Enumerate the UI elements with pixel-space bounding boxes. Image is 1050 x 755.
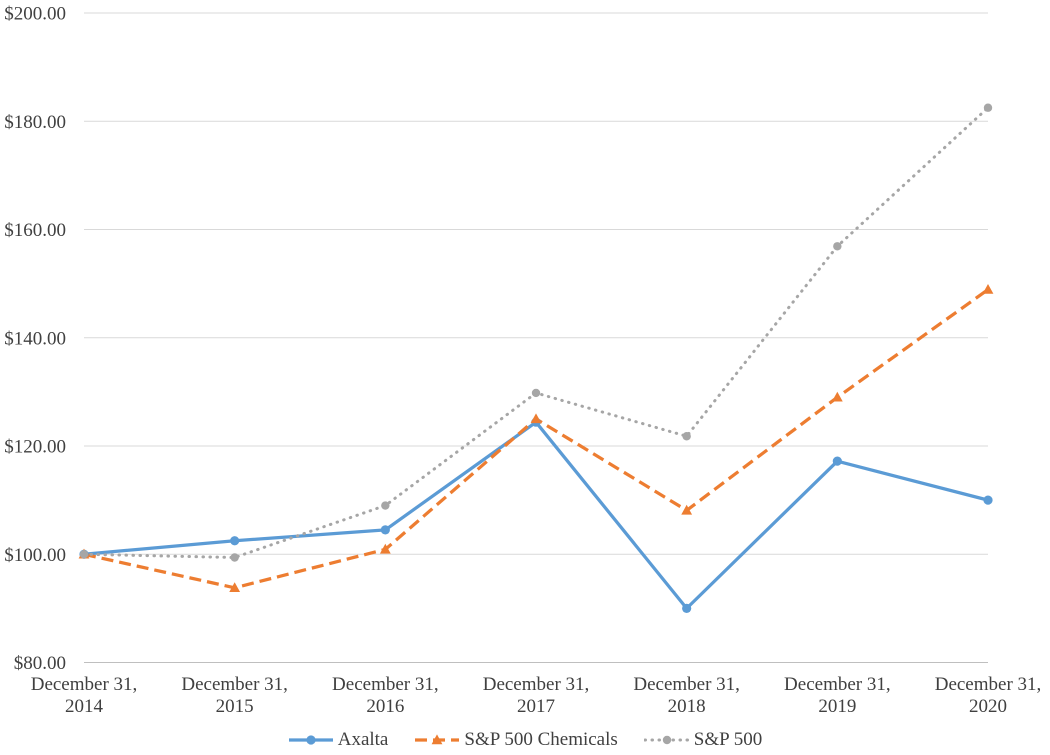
y-axis-tick-label: $120.00 bbox=[4, 437, 66, 458]
series-marker-s-p-500-chemicals bbox=[229, 582, 241, 593]
series-marker-axalta bbox=[682, 603, 692, 613]
series-marker-s-p-500-chemicals bbox=[831, 391, 843, 402]
x-axis-tick-label-line1: December 31, bbox=[784, 674, 891, 695]
x-axis-tick-label-line2: 2019 bbox=[818, 696, 856, 717]
series-marker-s-p-500-chemicals bbox=[379, 543, 391, 554]
x-axis-tick-label-line2: 2016 bbox=[366, 696, 404, 717]
series-marker-s-p-500 bbox=[79, 550, 89, 559]
series-marker-axalta bbox=[230, 536, 240, 546]
series-marker-s-p-500-chemicals bbox=[530, 413, 542, 424]
series-marker-s-p-500 bbox=[833, 242, 842, 251]
legend-marker-axalta bbox=[306, 735, 316, 745]
legend-marker-s-p-500-chemicals bbox=[431, 734, 443, 745]
x-axis-tick-label-line1: December 31, bbox=[935, 674, 1042, 695]
legend-swatch-s-p-500 bbox=[643, 735, 690, 745]
y-axis-tick-label: $140.00 bbox=[4, 328, 66, 349]
x-axis-tick-label-line2: 2017 bbox=[517, 696, 555, 717]
y-axis-tick-label: $160.00 bbox=[4, 220, 66, 241]
series-marker-s-p-500 bbox=[230, 553, 239, 562]
x-axis-tick-label-line2: 2015 bbox=[216, 696, 254, 717]
legend-swatch-axalta bbox=[288, 735, 333, 745]
legend-label-s-p-500-chemicals: S&P 500 Chemicals bbox=[464, 729, 618, 750]
series-line-s-p-500 bbox=[82, 106, 990, 559]
series-marker-s-p-500-chemicals bbox=[681, 504, 693, 515]
x-axis-tick-label-line1: December 31, bbox=[633, 674, 740, 695]
legend-item-s-p-500-chemicals: S&P 500 Chemicals bbox=[414, 729, 618, 751]
x-axis-tick-label-line2: 2018 bbox=[668, 696, 706, 717]
series-marker-s-p-500 bbox=[531, 388, 541, 398]
legend-label-s-p-500: S&P 500 bbox=[693, 729, 763, 750]
legend-item-s-p-500: S&P 500 bbox=[643, 729, 763, 751]
legend-label-axalta: Axalta bbox=[337, 729, 389, 750]
chart-legend: Axalta S&P 500 Chemicals S&P 500 bbox=[0, 729, 1050, 751]
legend-swatch-s-p-500-chemicals bbox=[415, 734, 460, 745]
x-axis-tick-label-line1: December 31, bbox=[332, 674, 439, 695]
y-axis-tick-label: $180.00 bbox=[4, 112, 66, 133]
series-marker-s-p-500 bbox=[381, 501, 390, 510]
x-axis-tick-label-line2: 2014 bbox=[65, 696, 104, 717]
series-marker-s-p-500 bbox=[682, 432, 691, 441]
series-marker-axalta bbox=[983, 495, 993, 505]
series-marker-s-p-500-chemicals bbox=[982, 283, 994, 294]
series-line-axalta bbox=[83, 420, 989, 610]
legend-marker-s-p-500 bbox=[662, 735, 671, 745]
series-marker-s-p-500 bbox=[983, 103, 993, 112]
x-axis-tick-label-line1: December 31, bbox=[483, 674, 590, 695]
series-marker-axalta bbox=[832, 456, 842, 466]
legend-item-axalta: Axalta bbox=[288, 729, 389, 751]
y-axis-tick-label: $200.00 bbox=[4, 4, 66, 25]
y-axis-tick-label: $100.00 bbox=[4, 545, 66, 566]
y-axis-tick-label: $80.00 bbox=[14, 653, 66, 674]
series-marker-axalta bbox=[380, 525, 390, 535]
x-axis-tick-label-line1: December 31, bbox=[181, 674, 288, 695]
x-axis-tick-label-line1: December 31, bbox=[31, 674, 138, 695]
x-axis-tick-label-line2: 2020 bbox=[969, 696, 1007, 717]
